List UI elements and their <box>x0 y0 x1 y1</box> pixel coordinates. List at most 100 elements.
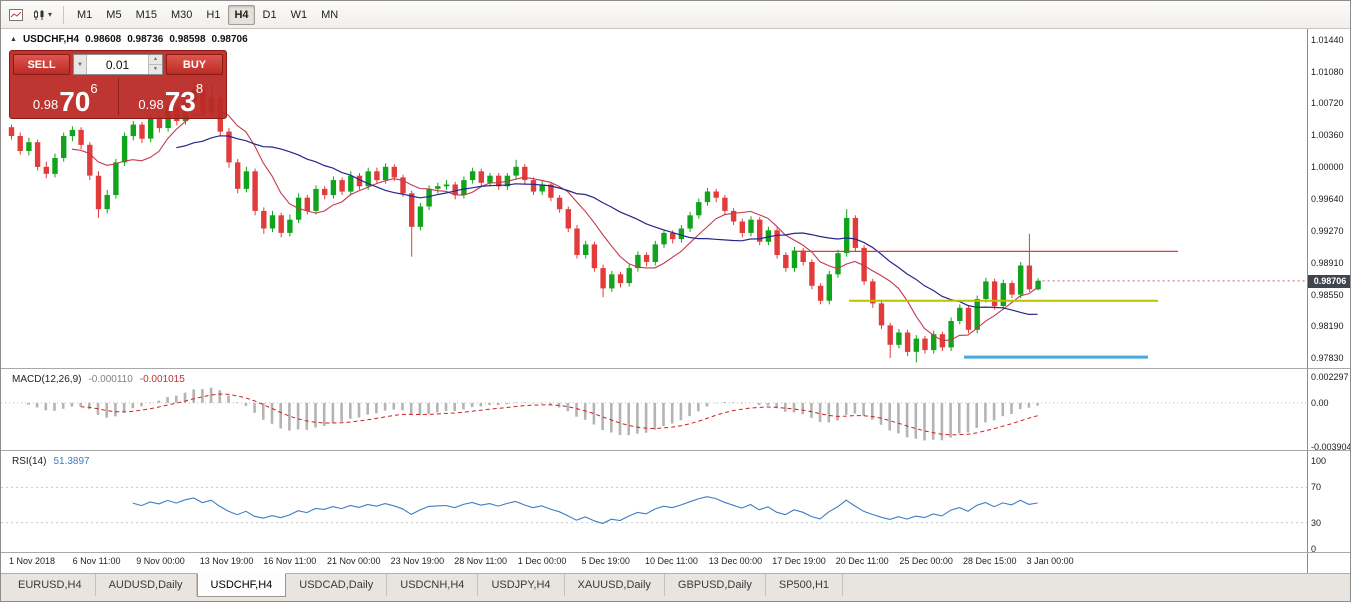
timeframe-buttons: M1M5M15M30H1H4D1W1MN <box>71 5 344 25</box>
rsi-axis-tick: 30 <box>1311 518 1321 528</box>
macd-name: MACD(12,26,9) <box>12 374 81 385</box>
rsi-value: 51.3897 <box>53 456 89 467</box>
one-click-collapse-icon[interactable]: ▲ <box>10 36 17 43</box>
sell-button[interactable]: SELL <box>13 54 70 75</box>
buy-price-pip: 8 <box>196 82 203 95</box>
one-click-trading-panel: SELL ▼ ▲ ▼ BUY 0.98 70 6 <box>9 50 227 119</box>
price-axis-tick: 0.99270 <box>1311 226 1344 236</box>
time-axis-label: 17 Dec 19:00 <box>772 556 826 566</box>
sell-price[interactable]: 0.98 70 6 <box>13 78 118 115</box>
chart-tab-audusd-daily[interactable]: AUDUSD,Daily <box>96 574 197 596</box>
time-axis-label: 13 Dec 00:00 <box>709 556 763 566</box>
symbol-label: USDCHF,H4 <box>23 34 79 45</box>
ohlc-high: 0.98736 <box>127 34 163 45</box>
chart-workspace: 1 Nov 2018 6 Nov 11:00 9 Nov 00:00 13 Nov 1… <box>1 29 1351 573</box>
timeframe-button-m15[interactable]: M15 <box>130 5 163 25</box>
timeframe-button-d1[interactable]: D1 <box>257 5 283 25</box>
price-axis-tick: 1.00000 <box>1311 162 1344 172</box>
chart-tab-usdcnh-h4[interactable]: USDCNH,H4 <box>387 574 478 596</box>
panel-separator <box>1 552 1351 553</box>
buy-price-prefix: 0.98 <box>138 98 163 111</box>
time-axis[interactable]: 1 Nov 2018 6 Nov 11:00 9 Nov 00:00 13 Nov 1… <box>1 553 1307 573</box>
chart-tabs: EURUSD,H4AUDUSD,DailyUSDCHF,H4USDCAD,Dai… <box>1 574 1351 596</box>
timeframe-button-h1[interactable]: H1 <box>200 5 226 25</box>
chart-tab-xauusd-daily[interactable]: XAUUSD,Daily <box>565 574 665 596</box>
lot-dropdown-button[interactable]: ▼ <box>74 55 87 74</box>
time-axis-label: 10 Dec 11:00 <box>645 556 698 566</box>
price-axis-tick: 1.01440 <box>1311 35 1344 45</box>
time-axis-label: 23 Nov 19:00 <box>391 556 445 566</box>
lot-spinner: ▲ ▼ <box>148 55 162 74</box>
time-axis-label: 3 Jan 00:00 <box>1027 556 1074 566</box>
lot-decrease-button[interactable]: ▼ <box>149 65 162 74</box>
timeframe-button-m30[interactable]: M30 <box>165 5 198 25</box>
symbol-ohlc-row: ▲ USDCHF,H4 0.98608 0.98736 0.98598 0.98… <box>10 34 248 45</box>
buy-button[interactable]: BUY <box>166 54 223 75</box>
chart-tab-gbpusd-daily[interactable]: GBPUSD,Daily <box>665 574 766 596</box>
time-axis-label: 13 Nov 19:00 <box>200 556 254 566</box>
mt4-window: ▾ M1M5M15M30H1H4D1W1MN 1 Nov 2018 6 Nov 1… <box>0 0 1351 602</box>
sell-price-prefix: 0.98 <box>33 98 58 111</box>
panel-separator <box>1 450 1351 451</box>
panel-separator <box>1 368 1351 369</box>
timeframe-button-h4[interactable]: H4 <box>228 5 254 25</box>
buy-price-big: 73 <box>165 90 196 114</box>
sell-price-pip: 6 <box>90 82 97 95</box>
time-axis-label: 20 Dec 11:00 <box>836 556 889 566</box>
rsi-indicator-label: RSI(14) 51.3897 <box>9 455 93 468</box>
time-axis-label: 9 Nov 00:00 <box>136 556 185 566</box>
toolbar: ▾ M1M5M15M30H1H4D1W1MN <box>1 1 1350 29</box>
chart-tab-eurusd-h4[interactable]: EURUSD,H4 <box>5 574 96 596</box>
price-axis[interactable]: 1.014401.010801.007201.003601.000000.996… <box>1307 29 1351 573</box>
macd-main-value: -0.000110 <box>88 374 132 385</box>
price-axis-tick: 0.97830 <box>1311 353 1344 363</box>
timeframe-button-m1[interactable]: M1 <box>71 5 98 25</box>
candlestick-icon <box>32 9 46 21</box>
macd-signal-value: -0.001015 <box>140 374 185 385</box>
sell-price-big: 70 <box>59 90 90 114</box>
timeframe-button-mn[interactable]: MN <box>315 5 344 25</box>
rsi-panel[interactable] <box>1 451 1307 552</box>
price-axis-tick: 1.01080 <box>1311 67 1344 77</box>
mini-chart-icon <box>9 9 23 21</box>
time-axis-label: 28 Dec 15:00 <box>963 556 1017 566</box>
price-axis-tick: 0.98550 <box>1311 290 1344 300</box>
time-axis-label: 1 Nov 2018 <box>9 556 55 566</box>
ohlc-close: 0.98706 <box>212 34 248 45</box>
time-axis-label: 21 Nov 00:00 <box>327 556 381 566</box>
toolbar-separator <box>63 6 64 24</box>
timeframe-button-w1[interactable]: W1 <box>285 5 314 25</box>
lot-size-control: ▼ ▲ ▼ <box>73 54 163 75</box>
lot-increase-button[interactable]: ▲ <box>149 55 162 65</box>
ohlc-low: 0.98598 <box>169 34 205 45</box>
macd-axis-tick: 0.00 <box>1311 398 1329 408</box>
chart-area[interactable]: 1 Nov 2018 6 Nov 11:00 9 Nov 00:00 13 Nov 1… <box>1 29 1307 573</box>
chart-tab-sp500-h1[interactable]: SP500,H1 <box>766 574 843 596</box>
chart-tab-usdcad-daily[interactable]: USDCAD,Daily <box>286 574 387 596</box>
time-axis-label: 1 Dec 00:00 <box>518 556 567 566</box>
caret-down-icon: ▾ <box>48 11 52 19</box>
chart-tab-usdchf-h4[interactable]: USDCHF,H4 <box>197 573 287 597</box>
ohlc-open: 0.98608 <box>85 34 121 45</box>
price-axis-tick: 0.98190 <box>1311 321 1344 331</box>
current-price-badge: 0.98706 <box>1308 275 1351 288</box>
price-axis-tick: 0.98910 <box>1311 258 1344 268</box>
price-axis-tick: 0.99640 <box>1311 194 1344 204</box>
macd-axis-tick: 0.002297 <box>1311 372 1349 382</box>
chart-type-candlestick-icon[interactable]: ▾ <box>28 4 56 26</box>
lot-size-input[interactable] <box>87 55 148 74</box>
time-axis-label: 28 Nov 11:00 <box>454 556 507 566</box>
time-axis-label: 16 Nov 11:00 <box>263 556 316 566</box>
time-axis-label: 6 Nov 11:00 <box>73 556 121 566</box>
timeframe-button-m5[interactable]: M5 <box>100 5 127 25</box>
macd-indicator-label: MACD(12,26,9) -0.000110 -0.001015 <box>9 373 188 386</box>
chart-window-icon[interactable] <box>5 4 27 26</box>
price-axis-tick: 1.00360 <box>1311 130 1344 140</box>
buy-price[interactable]: 0.98 73 8 <box>118 78 224 115</box>
chart-tab-usdjpy-h4[interactable]: USDJPY,H4 <box>478 574 564 596</box>
time-axis-label: 5 Dec 19:00 <box>581 556 630 566</box>
rsi-axis-tick: 70 <box>1311 482 1321 492</box>
rsi-axis-tick: 100 <box>1311 456 1326 466</box>
time-axis-label: 25 Dec 00:00 <box>899 556 953 566</box>
macd-panel[interactable] <box>1 369 1307 450</box>
